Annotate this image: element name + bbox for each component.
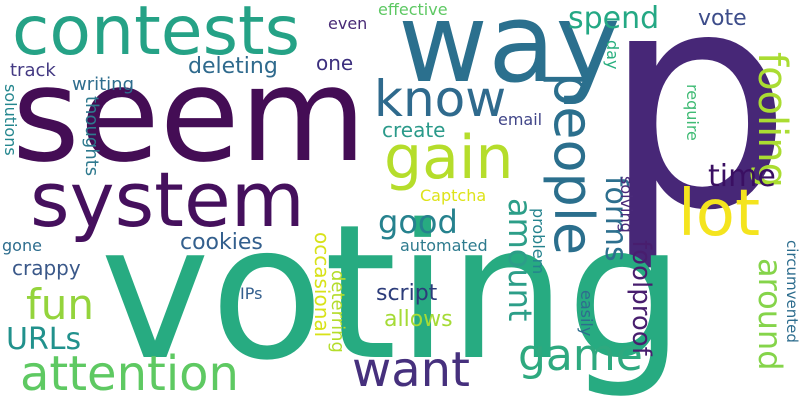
word-crappy: crappy bbox=[12, 256, 81, 280]
word-seem: seem bbox=[12, 39, 367, 191]
word-people: people bbox=[542, 72, 605, 256]
word-thoughts: thoughts bbox=[81, 96, 102, 177]
word-require: require bbox=[683, 84, 702, 141]
word-email: email bbox=[498, 110, 543, 129]
word-p: p bbox=[602, 0, 793, 276]
word-time: time bbox=[708, 159, 776, 194]
word-solving: solving bbox=[617, 176, 636, 233]
word-around: around bbox=[751, 258, 789, 371]
word-deterring: deterring bbox=[327, 270, 348, 353]
word-fooling: fooling bbox=[749, 52, 795, 188]
word-easily: easily bbox=[577, 290, 596, 337]
word-gain: gain bbox=[384, 123, 514, 193]
word-contests: contests bbox=[12, 0, 301, 71]
word-allows: allows bbox=[384, 307, 453, 332]
word-effective: effective bbox=[378, 0, 448, 19]
word-cookies: cookies bbox=[180, 230, 263, 255]
word-attention: attention bbox=[20, 346, 239, 400]
word-IPs: IPs bbox=[240, 284, 263, 303]
word-problem: problem bbox=[529, 208, 548, 275]
word-track: track bbox=[10, 60, 56, 81]
word-spend: spend bbox=[568, 1, 660, 36]
word-one: one bbox=[316, 51, 354, 75]
word-solutions: solutions bbox=[1, 84, 20, 156]
word-lot: lot bbox=[678, 177, 761, 251]
word-vote: vote bbox=[698, 6, 747, 31]
word-amount: amount bbox=[501, 198, 539, 322]
word-automated: automated bbox=[400, 236, 488, 255]
word-script: script bbox=[376, 281, 438, 306]
word-create: create bbox=[382, 118, 446, 142]
word-know: know bbox=[374, 70, 507, 128]
word-Captcha: Captcha bbox=[420, 186, 487, 205]
word-forms: forms bbox=[598, 176, 633, 262]
word-foolproof: foolproof bbox=[626, 240, 656, 356]
word-deleting: deleting bbox=[188, 54, 278, 79]
word-URLs: URLs bbox=[6, 322, 82, 357]
word-fun: fun bbox=[26, 280, 95, 329]
word-occasional: occasional bbox=[310, 232, 334, 338]
word-writing: writing bbox=[72, 74, 135, 95]
word-want: want bbox=[352, 342, 470, 398]
word-game: game bbox=[518, 330, 643, 381]
word-good: good bbox=[378, 203, 458, 241]
word-system: system bbox=[30, 155, 305, 244]
word-even: even bbox=[328, 14, 368, 33]
word-gone: gone bbox=[2, 236, 42, 255]
word-way: way bbox=[398, 0, 621, 107]
word-circumvented: circumvented bbox=[783, 240, 800, 343]
word-day: day bbox=[603, 40, 622, 70]
word-voting: voting bbox=[100, 184, 685, 400]
